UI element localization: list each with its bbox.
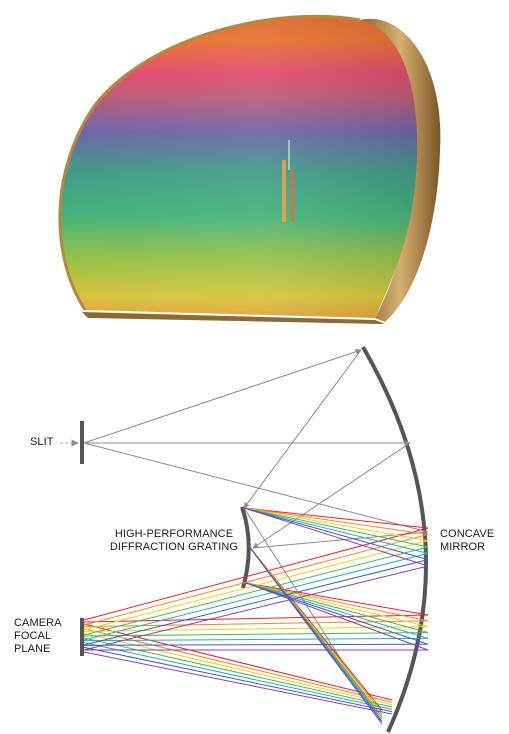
spectral-ray: [83, 623, 393, 701]
spectral-ray: [243, 507, 429, 554]
spectral-ray: [83, 637, 429, 642]
diffraction-grating-photo: [58, 14, 441, 324]
spectral-ray: [245, 582, 429, 633]
spectral-ray: [83, 628, 393, 703]
spectral-ray: [245, 582, 429, 622]
spectrograph-diagram: [60, 345, 429, 733]
spectral-ray: [83, 632, 429, 637]
spectral-ray: [243, 507, 429, 529]
spectral-ray: [83, 546, 429, 636]
grating-rim: [360, 18, 441, 322]
spectral-ray: [83, 565, 429, 651]
slit-label: SLIT: [30, 436, 54, 448]
spectral-ray: [245, 582, 429, 639]
spectral-ray: [83, 559, 429, 646]
grating-label: HIGH-PERFORMANCE DIFFRACTION GRATING: [109, 528, 239, 553]
spectral-ray: [243, 507, 429, 535]
spectral-ray: [243, 507, 429, 542]
spectral-ray: [247, 544, 383, 725]
spectral-ray: [245, 582, 429, 628]
spectral-ray: [243, 507, 429, 561]
spectral-ray: [245, 582, 429, 616]
spectral-ray: [243, 507, 429, 548]
spectral-ray: [83, 651, 393, 715]
camera-label: CAMERA FOCAL PLANE: [14, 617, 62, 655]
mirror-label: CONCAVE MIRROR: [440, 528, 495, 553]
spectral-ray: [83, 533, 429, 626]
spectrum-rays: [83, 507, 429, 725]
spectral-ray: [83, 552, 429, 641]
spectral-ray: [83, 643, 429, 646]
input-rays: [83, 348, 429, 721]
spectral-ray: [245, 582, 429, 651]
spectral-ray: [243, 507, 429, 567]
spectral-ray: [245, 582, 429, 645]
spectral-ray: [83, 642, 393, 710]
spectral-ray: [83, 646, 393, 713]
